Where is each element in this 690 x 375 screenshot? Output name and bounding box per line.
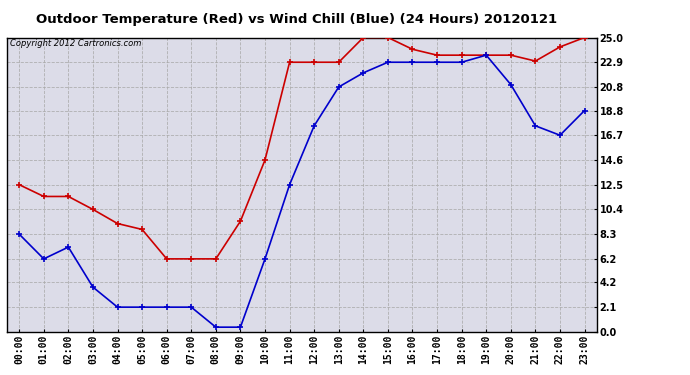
Text: Outdoor Temperature (Red) vs Wind Chill (Blue) (24 Hours) 20120121: Outdoor Temperature (Red) vs Wind Chill … [36, 13, 558, 26]
Text: Copyright 2012 Cartronics.com: Copyright 2012 Cartronics.com [10, 39, 141, 48]
